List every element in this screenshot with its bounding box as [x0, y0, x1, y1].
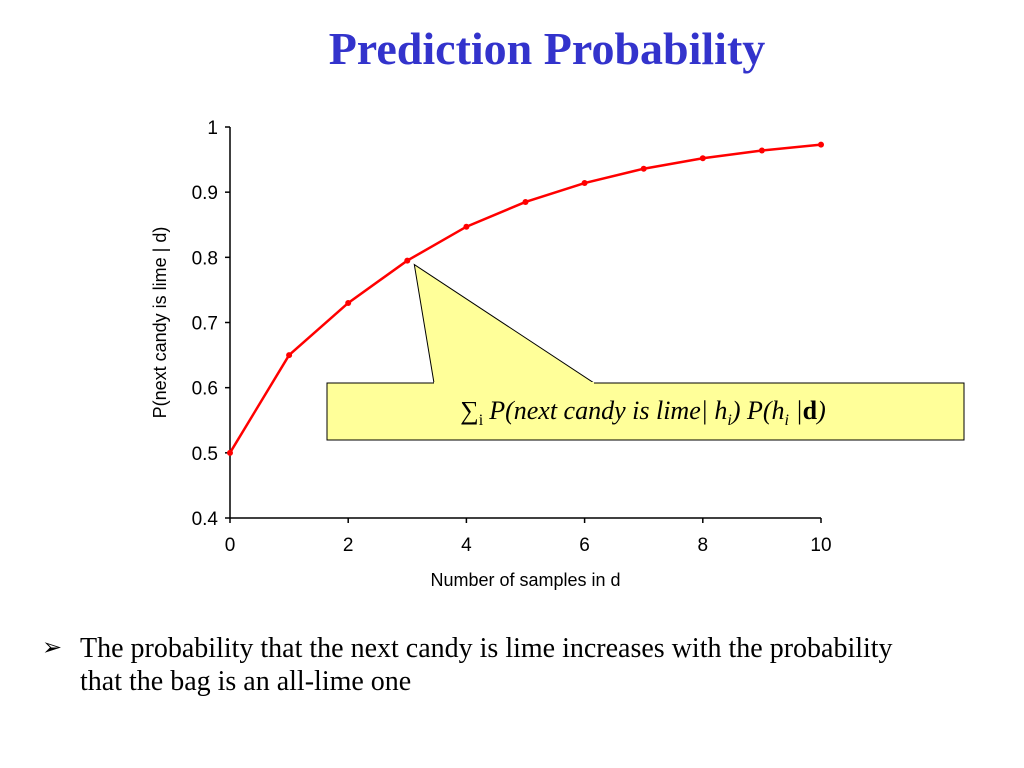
- x-tick-label: 2: [343, 535, 354, 556]
- y-tick-label: 0.8: [192, 248, 218, 269]
- y-tick-label: 0.9: [192, 183, 218, 204]
- data-point: [699, 155, 706, 162]
- data-point: [640, 165, 647, 172]
- callout: ∑i P(next candy is lime| hi) P(hi |d): [326, 263, 965, 441]
- data-point: [227, 449, 233, 456]
- callout-formula: ∑i P(next candy is lime| hi) P(hi |d): [460, 396, 826, 429]
- x-axis-label: Number of samples in d: [430, 570, 620, 590]
- sum-index: i: [479, 412, 484, 429]
- callout-pointer: [413, 263, 596, 384]
- y-tick-label: 1: [207, 118, 218, 139]
- data-point: [758, 147, 765, 154]
- y-tick-label: 0.7: [192, 314, 218, 335]
- data-point: [581, 180, 588, 187]
- data-point: [522, 198, 529, 205]
- bullet-text: The probability that the next candy is l…: [80, 633, 893, 697]
- x-tick-label: 10: [810, 535, 831, 556]
- callout-box: [326, 382, 965, 441]
- arrow-bullet-icon: ➢: [42, 635, 63, 661]
- x-tick-label: 0: [225, 535, 236, 556]
- chart-series: [227, 141, 824, 456]
- callout-expr-4: ): [815, 396, 826, 425]
- x-tick-label: 8: [698, 535, 709, 556]
- slide-title: Prediction Probability: [328, 23, 766, 74]
- x-tick-label: 4: [461, 535, 472, 556]
- callout-expr-3: |: [789, 396, 803, 425]
- callout-expr-2: ) P(h: [730, 396, 785, 425]
- data-point: [404, 257, 411, 264]
- data-point: [345, 299, 352, 306]
- y-tick-label: 0.6: [192, 379, 218, 400]
- callout-expr-1: P(next candy is lime| h: [488, 396, 727, 425]
- y-tick-label: 0.5: [192, 444, 218, 465]
- data-point: [463, 223, 470, 230]
- sum-symbol: ∑: [460, 396, 479, 425]
- data-point: [818, 141, 824, 148]
- x-tick-label: 6: [579, 535, 590, 556]
- callout-sub-1: i: [727, 412, 731, 429]
- y-tick-label: 0.4: [192, 509, 219, 530]
- data-point: [286, 352, 293, 359]
- callout-sub-2: i: [785, 412, 789, 429]
- y-axis-label: P(next candy is lime | d): [150, 227, 170, 419]
- callout-bold-d: d: [803, 396, 818, 425]
